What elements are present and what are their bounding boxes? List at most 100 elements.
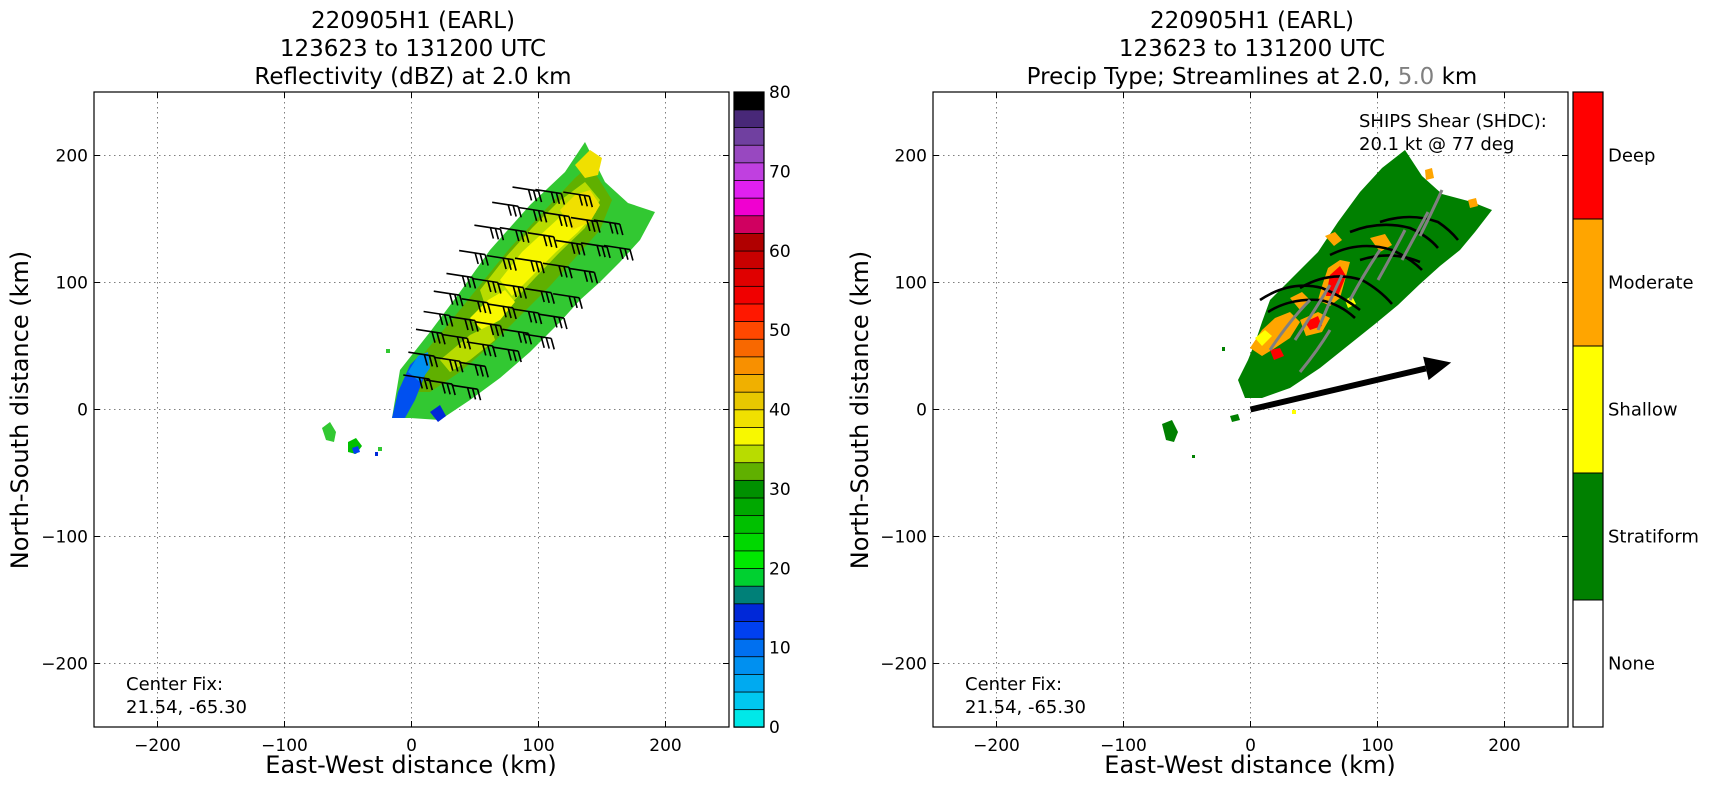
wind-barb [570, 216, 601, 233]
colorbar-tick-label: 0 [769, 718, 780, 738]
y-tick-label: −200 [41, 655, 88, 675]
wind-barb [512, 186, 543, 203]
x-tick-label: −100 [261, 736, 308, 756]
colorbar-level [733, 691, 765, 711]
x-tick-label: 100 [522, 736, 554, 756]
x-tick-label: −200 [973, 736, 1020, 756]
colorbar-level [733, 620, 765, 640]
colorbar-level [733, 144, 765, 164]
wind-barb [568, 267, 599, 284]
colorbar-tick-label: 20 [769, 559, 791, 579]
shear-arrow-shaft [1249, 365, 1427, 413]
x-tick-label: −100 [1100, 736, 1147, 756]
x-tick-label: −200 [134, 736, 181, 756]
wind-barb [446, 272, 477, 289]
reflectivity-colorbar-ticks: 0 10 20 30 40 50 60 70 80 [769, 83, 791, 738]
colorbar-level [733, 267, 765, 287]
colorbar-tick-label: 50 [769, 321, 791, 341]
colorbar-category-label: None [1608, 654, 1655, 675]
colorbar-category-label: Deep [1608, 146, 1655, 167]
colorbar-level [733, 250, 765, 270]
wind-barb [459, 361, 489, 378]
wind-barb [492, 201, 522, 218]
colorbar-level [733, 285, 765, 305]
x-tick-label: 200 [649, 736, 681, 756]
wind-barb [448, 315, 479, 332]
colorbar-level [733, 656, 765, 675]
x-tick-label: 200 [1488, 736, 1520, 756]
right-title-line-1: 220905H1 (EARL) [1150, 8, 1354, 34]
right-center-fix-value: 21.54, -65.30 [965, 697, 1086, 718]
right-plot-frame [932, 91, 1569, 728]
wind-barb [486, 303, 517, 320]
colorbar-level [733, 514, 765, 534]
right-title-line-3: Precip Type; Streamlines at 2.0, 5.0 km [1027, 64, 1478, 90]
x-tick-label: 100 [1361, 736, 1393, 756]
wind-barb [537, 313, 568, 330]
right-y-axis-label: North-South distance (km) [846, 251, 874, 570]
x-tick-label: 0 [1245, 736, 1256, 756]
left-x-tick-labels: −200 −100 0 100 200 [134, 736, 682, 756]
colorbar-level [733, 479, 765, 499]
wind-barb [492, 346, 522, 363]
wind-barb [474, 224, 505, 241]
colorbar-level [733, 603, 765, 622]
colorbar-level [733, 497, 765, 517]
wind-barb [441, 333, 472, 350]
left-panel-reflectivity: 220905H1 (EARL) 123623 to 131200 UTC Ref… [6, 8, 791, 779]
colorbar-category-label: Moderate [1608, 273, 1694, 294]
colorbar-category [1572, 599, 1604, 728]
ships-shear-value: 20.1 kt @ 77 deg [1359, 134, 1514, 155]
colorbar-level [733, 638, 765, 658]
y-tick-label: 100 [895, 274, 927, 294]
colorbar-level [733, 303, 765, 323]
colorbar-level [733, 197, 765, 217]
colorbar-level [733, 391, 765, 411]
colorbar-tick-label: 60 [769, 242, 791, 262]
left-title-line-2: 123623 to 131200 UTC [280, 36, 546, 62]
y-tick-label: 0 [916, 401, 927, 421]
right-center-fix-label: Center Fix: [965, 674, 1062, 695]
wind-barb [514, 257, 545, 274]
wind-barb [593, 219, 624, 236]
wind-barb [486, 254, 517, 271]
colorbar-category [1572, 472, 1604, 601]
colorbar-category [1572, 218, 1604, 347]
wind-barbs [403, 186, 634, 401]
colorbar-category-label: Stratiform [1608, 527, 1699, 548]
right-title-5km-value: 5.0 [1398, 64, 1435, 90]
colorbar-frame [733, 91, 765, 728]
colorbar-tick-label: 80 [769, 83, 791, 103]
colorbar-level [733, 338, 765, 358]
y-tick-label: −200 [880, 655, 927, 675]
left-title-line-1: 220905H1 (EARL) [311, 8, 515, 34]
wind-barb [525, 287, 555, 304]
wind-barb [580, 242, 611, 259]
colorbar-level [733, 550, 765, 569]
shear-arrow-head [1423, 356, 1452, 381]
y-tick-label: 200 [895, 147, 927, 167]
left-title-line-3: Reflectivity (dBZ) at 2.0 km [254, 64, 571, 90]
colorbar-level [733, 162, 765, 181]
colorbar-level [733, 585, 765, 605]
wind-barb [497, 282, 528, 299]
right-x-axis-label: East-West distance (km) [1104, 751, 1395, 779]
left-y-axis-label: North-South distance (km) [6, 251, 34, 570]
y-tick-label: 200 [56, 147, 88, 167]
reflectivity-echo [322, 142, 655, 456]
y-tick-label: −100 [880, 528, 927, 548]
wind-barb [474, 320, 505, 337]
wind-barb [499, 226, 530, 243]
left-x-axis-label: East-West distance (km) [265, 751, 556, 779]
wind-barb [527, 231, 558, 248]
wind-barb [471, 277, 502, 294]
left-plot-frame [93, 91, 730, 728]
colorbar-category-label: Shallow [1608, 400, 1678, 421]
colorbar-level [733, 179, 765, 199]
colorbar-tick-label: 70 [769, 162, 791, 182]
y-tick-label: −100 [41, 528, 88, 548]
right-x-tick-labels: −200 −100 0 100 200 [973, 736, 1521, 756]
wind-barb [459, 249, 489, 266]
wind-barb [451, 384, 482, 401]
